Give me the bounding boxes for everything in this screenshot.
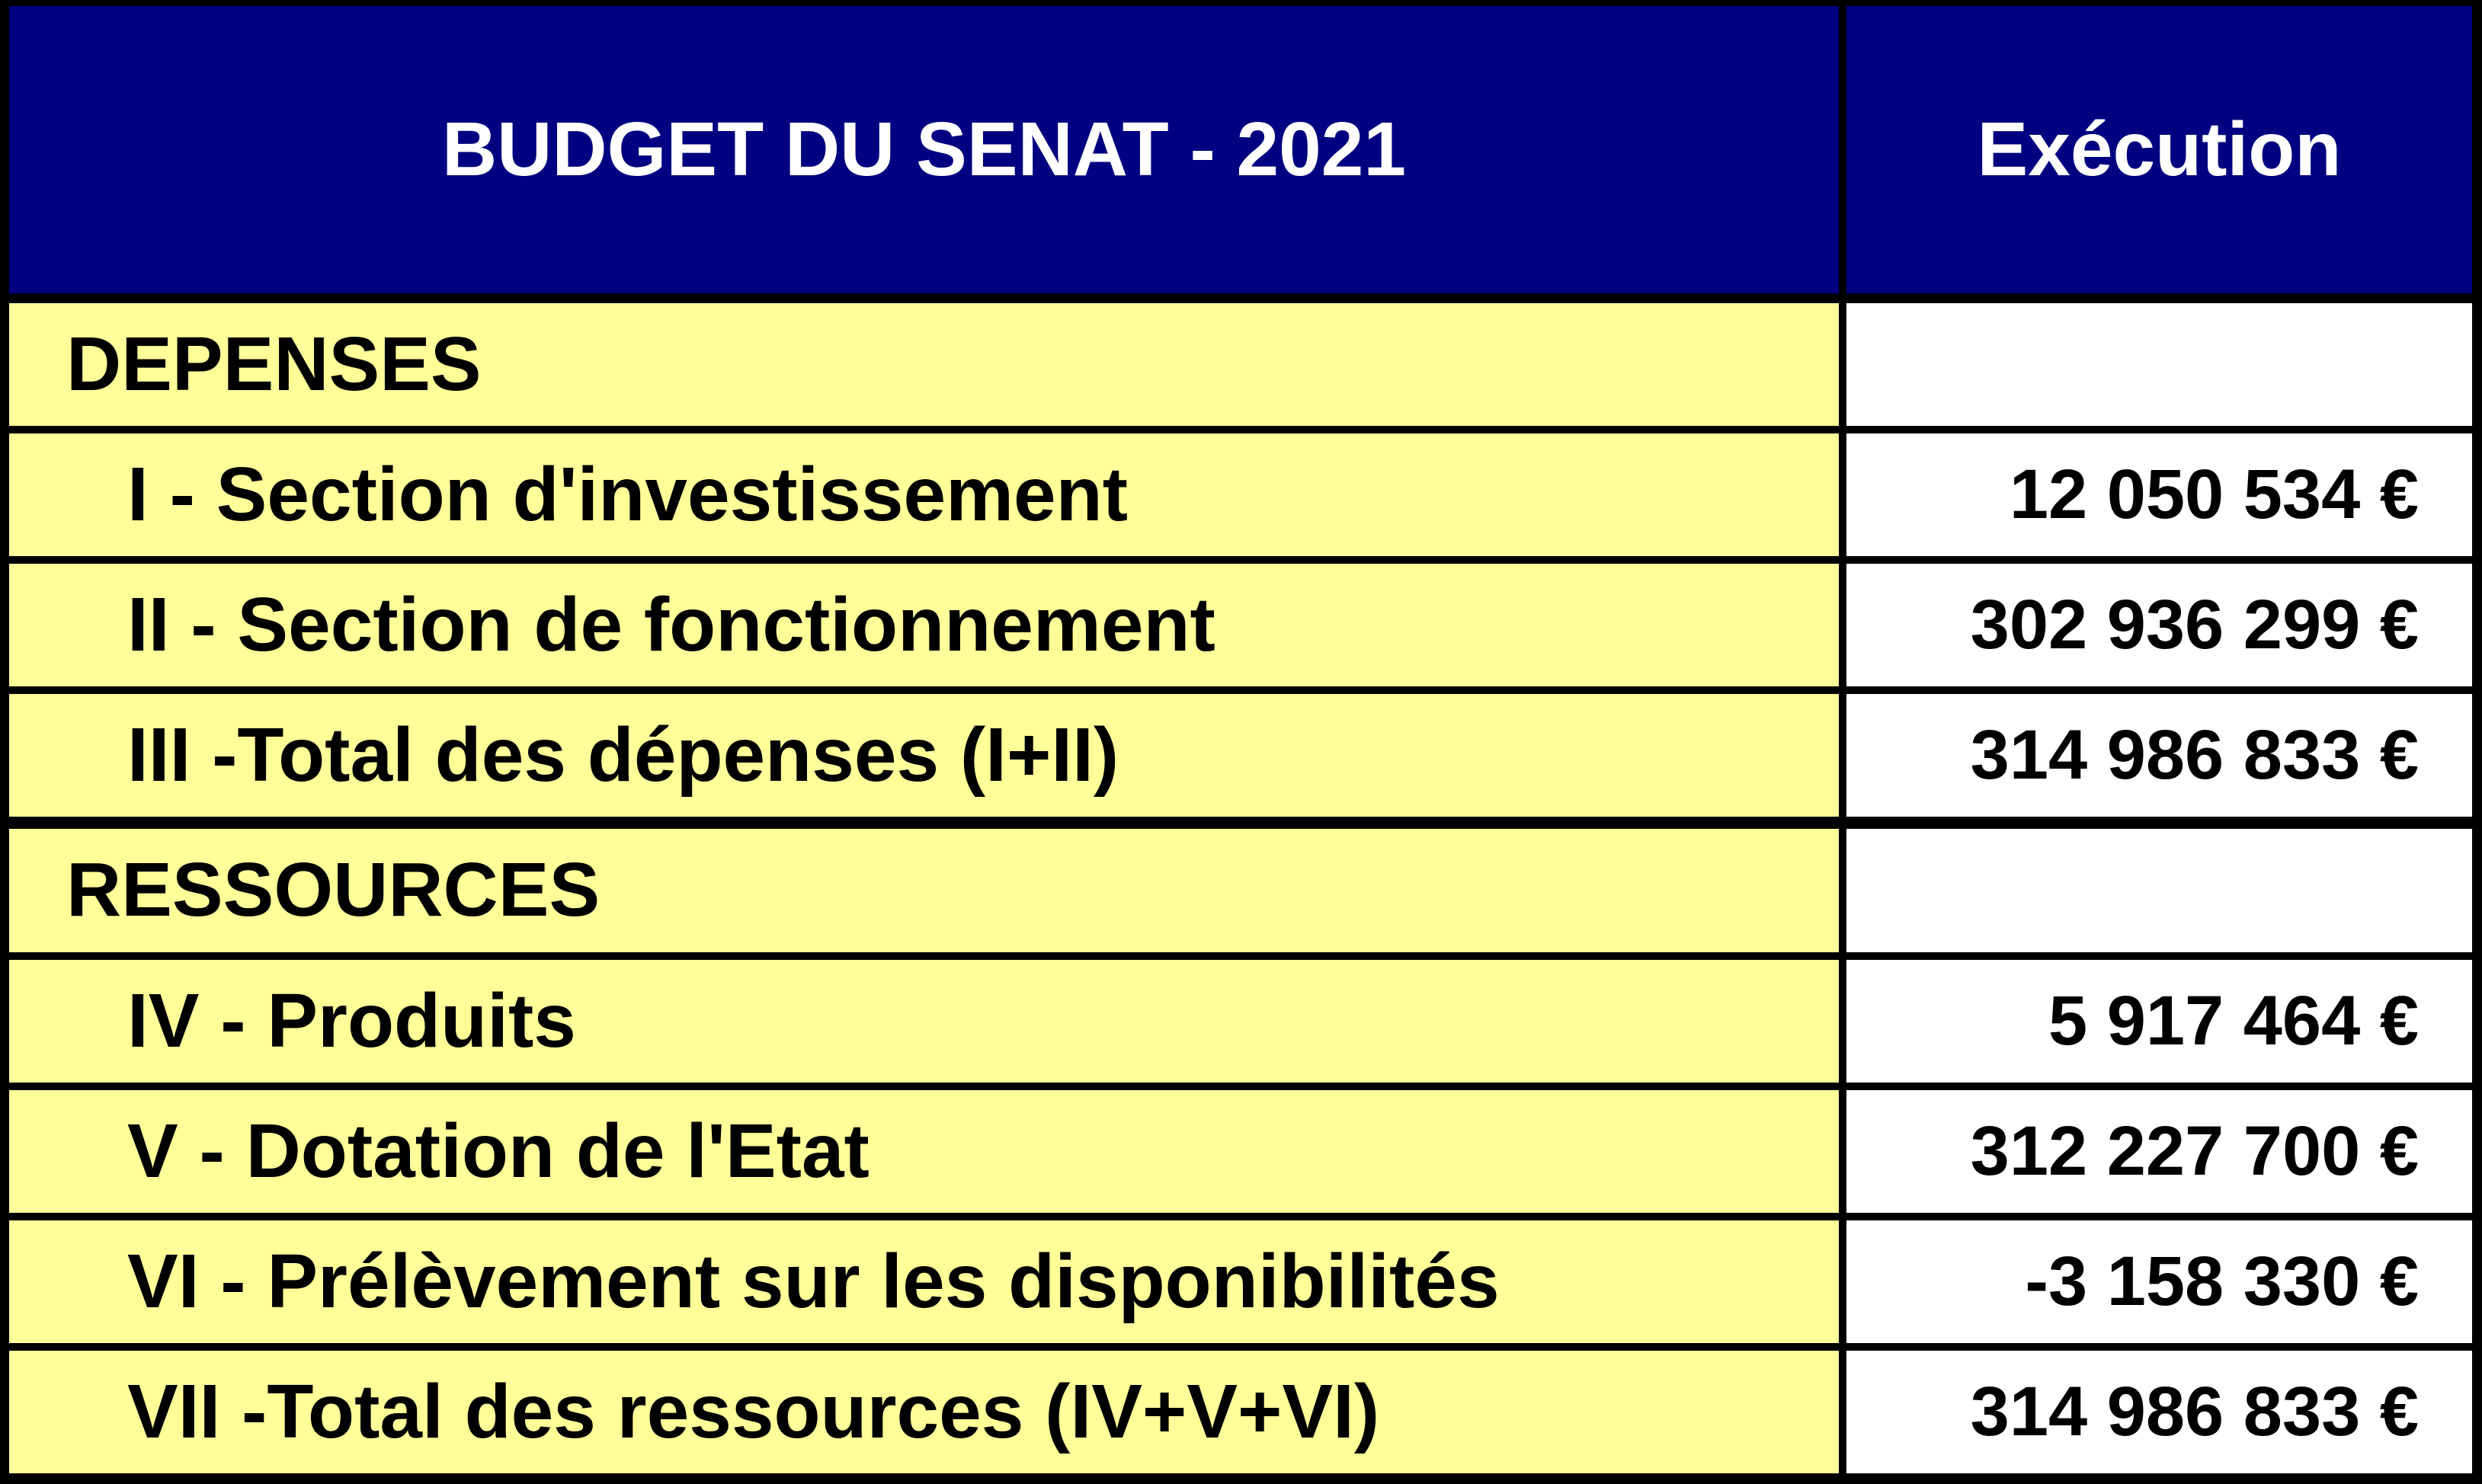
table-row-dotation-etat: V - Dotation de l'Etat 312 227 700 € <box>9 1082 2472 1213</box>
row-value: 312 227 700 € <box>1970 1111 2419 1190</box>
row-value-cell <box>1846 303 2472 427</box>
row-value-cell: 312 227 700 € <box>1846 1089 2472 1213</box>
row-label-cell: IV - Produits <box>9 959 1846 1083</box>
table-row-produits: IV - Produits 5 917 464 € <box>9 951 2472 1083</box>
execution-column-header-cell: Exécution <box>1846 6 2472 293</box>
execution-column-header: Exécution <box>1977 107 2342 192</box>
table-row-total-depenses: III -Total des dépenses (I+II) 314 986 8… <box>9 686 2472 817</box>
row-value: 302 936 299 € <box>1970 586 2419 664</box>
row-label: I - Section d'investissement <box>127 452 1129 538</box>
table-row-ressources: RESSOURCES <box>9 817 2472 952</box>
row-value-cell: 314 986 833 € <box>1846 1350 2472 1473</box>
row-value: 5 917 464 € <box>2048 981 2419 1060</box>
row-value: 314 986 833 € <box>1970 1372 2419 1450</box>
table-row-section-investissement: I - Section d'investissement 12 050 534 … <box>9 426 2472 557</box>
row-label-cell: III -Total des dépenses (I+II) <box>9 694 1846 817</box>
row-value-cell: 5 917 464 € <box>1846 959 2472 1083</box>
row-label-cell: I - Section d'investissement <box>9 433 1846 557</box>
table-title-cell: BUDGET DU SENAT - 2021 <box>9 6 1846 293</box>
row-value: 12 050 534 € <box>2009 456 2419 534</box>
table-row-depenses: DEPENSES <box>9 293 2472 427</box>
row-label: II - Section de fonctionnement <box>127 582 1215 668</box>
row-value-cell: 12 050 534 € <box>1846 433 2472 557</box>
row-value-cell: -3 158 330 € <box>1846 1220 2472 1343</box>
section-header-label: RESSOURCES <box>66 847 600 933</box>
row-label-cell: VII -Total des ressources (IV+V+VI) <box>9 1350 1846 1473</box>
row-label-cell: RESSOURCES <box>9 829 1846 952</box>
table-row-section-fonctionnement: II - Section de fonctionnement 302 936 2… <box>9 556 2472 687</box>
row-value: -3 158 330 € <box>2025 1242 2419 1320</box>
row-label: V - Dotation de l'Etat <box>127 1108 870 1194</box>
row-label: VII -Total des ressources (IV+V+VI) <box>127 1368 1380 1454</box>
row-value-cell <box>1846 829 2472 952</box>
row-value: 314 986 833 € <box>1970 716 2419 795</box>
table-header-row: BUDGET DU SENAT - 2021 Exécution <box>9 6 2472 293</box>
table-row-total-ressources: VII -Total des ressources (IV+V+VI) 314 … <box>9 1342 2472 1473</box>
row-label-cell: V - Dotation de l'Etat <box>9 1089 1846 1213</box>
row-label: IV - Produits <box>127 977 576 1063</box>
table-row-prelevement-disponibilites: VI - Prélèvement sur les disponibilités … <box>9 1212 2472 1343</box>
row-label-cell: VI - Prélèvement sur les disponibilités <box>9 1220 1846 1343</box>
row-value-cell: 302 936 299 € <box>1846 564 2472 687</box>
row-value-cell: 314 986 833 € <box>1846 694 2472 817</box>
row-label: VI - Prélèvement sur les disponibilités <box>127 1238 1500 1324</box>
section-header-label: DEPENSES <box>66 321 482 408</box>
row-label: III -Total des dépenses (I+II) <box>127 712 1119 798</box>
row-label-cell: DEPENSES <box>9 303 1846 427</box>
table-title: BUDGET DU SENAT - 2021 <box>441 107 1407 192</box>
row-label-cell: II - Section de fonctionnement <box>9 564 1846 687</box>
